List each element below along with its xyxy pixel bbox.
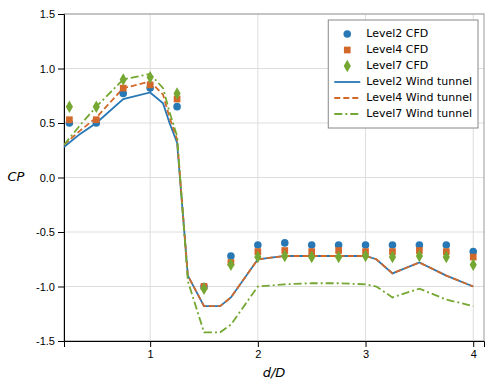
tick: 2	[255, 341, 261, 360]
point	[254, 251, 261, 263]
point	[173, 87, 180, 99]
tick: -1.0	[36, 281, 64, 293]
point	[443, 241, 451, 249]
line	[64, 74, 473, 332]
grid-line	[64, 232, 484, 233]
grid	[64, 14, 484, 341]
point	[308, 241, 316, 249]
legend-swatch	[334, 113, 360, 115]
point	[173, 103, 181, 111]
point	[66, 100, 73, 112]
legend-item: Level7 CFD	[344, 59, 429, 72]
tick-label: 3	[363, 348, 369, 360]
plot-frame	[64, 14, 484, 341]
legend-swatch	[344, 60, 351, 72]
tick-mark	[150, 341, 151, 347]
legend-item: Level7 Wind tunnel	[334, 107, 472, 120]
point	[389, 241, 397, 249]
tick-mark	[58, 341, 64, 342]
legend-label: Level2 Wind tunnel	[366, 75, 472, 88]
tick-label: 4	[471, 348, 477, 360]
legend-label: Level4 Wind tunnel	[366, 91, 472, 104]
line	[64, 82, 473, 307]
tick-mark	[58, 69, 64, 70]
legend-item: Level2 Wind tunnel	[334, 75, 472, 88]
legend-item: Level2 CFD	[343, 27, 428, 40]
tick: 1	[148, 341, 154, 360]
legend-label: Level4 CFD	[366, 43, 428, 56]
point	[254, 241, 262, 249]
point	[147, 71, 154, 83]
tick: 4	[471, 341, 477, 360]
point	[66, 116, 73, 123]
tick: 1.5	[40, 8, 64, 20]
axis-line	[65, 342, 485, 348]
x-axis: 1 2 3 4	[65, 341, 485, 360]
tick-label: -0.5	[36, 226, 55, 238]
chart: 1234-1.5-1.0-0.50.00.51.01.5Level2 CFDLe…	[0, 0, 500, 387]
x-axis-title: d/D	[263, 365, 286, 380]
tick-mark	[58, 178, 64, 179]
grid-line	[64, 286, 484, 287]
point	[362, 241, 370, 249]
point	[308, 251, 315, 263]
point	[416, 250, 423, 262]
point	[281, 250, 288, 262]
point	[362, 250, 369, 262]
tick-label: 1.0	[40, 63, 55, 75]
legend-swatch	[344, 47, 351, 54]
point	[443, 251, 450, 263]
legend-frame	[328, 20, 478, 128]
point	[335, 251, 342, 263]
tick-mark	[58, 287, 64, 288]
tick-mark	[58, 14, 64, 15]
point	[120, 73, 127, 85]
tick: 1.0	[40, 63, 64, 75]
tick-label: 1.5	[40, 8, 55, 20]
point	[93, 100, 100, 112]
tick-label: 1	[148, 348, 154, 360]
tick-mark	[366, 341, 367, 347]
point	[93, 116, 100, 123]
axis-line	[58, 15, 65, 342]
plot: 1234-1.5-1.0-0.50.00.51.01.5Level2 CFDLe…	[36, 8, 484, 360]
tick-mark	[58, 232, 64, 233]
point	[281, 239, 289, 247]
tick-label: 0.0	[40, 172, 55, 184]
tick: 3	[363, 341, 369, 360]
legend-label: Level7 Wind tunnel	[366, 107, 472, 120]
tick-mark	[258, 341, 259, 347]
legend-swatch	[334, 81, 360, 83]
point	[470, 258, 477, 270]
legend-item: Level4 CFD	[344, 43, 428, 56]
point	[227, 258, 234, 270]
point	[200, 282, 207, 294]
legend-item: Level4 Wind tunnel	[334, 91, 472, 104]
tick: 0.5	[40, 117, 64, 129]
tick-mark	[473, 341, 474, 347]
tick-label: 0.5	[40, 117, 55, 129]
tick-label: -1.0	[36, 281, 55, 293]
legend: Level2 CFD Level4 CFD Level7 CFD Level2 Win…	[328, 20, 478, 128]
point	[389, 251, 396, 263]
legend-swatch	[334, 97, 360, 99]
y-axis-title: CP	[8, 169, 25, 184]
y-axis: -1.5 -1.0 -0.5 0.0 0.5 1.0 1.5	[36, 8, 64, 347]
grid-line	[64, 177, 484, 178]
tick: -0.5	[36, 226, 64, 238]
tick: 0.0	[40, 172, 64, 184]
tick-label: 2	[255, 348, 261, 360]
tick-mark	[58, 123, 64, 124]
point	[120, 85, 127, 92]
tick: -1.5	[36, 335, 64, 347]
legend-label: Level7 CFD	[366, 59, 428, 72]
legend-label: Level2 CFD	[366, 27, 428, 40]
marks	[64, 71, 477, 332]
tick-label: -1.5	[36, 335, 55, 347]
legend-swatch	[343, 30, 351, 38]
